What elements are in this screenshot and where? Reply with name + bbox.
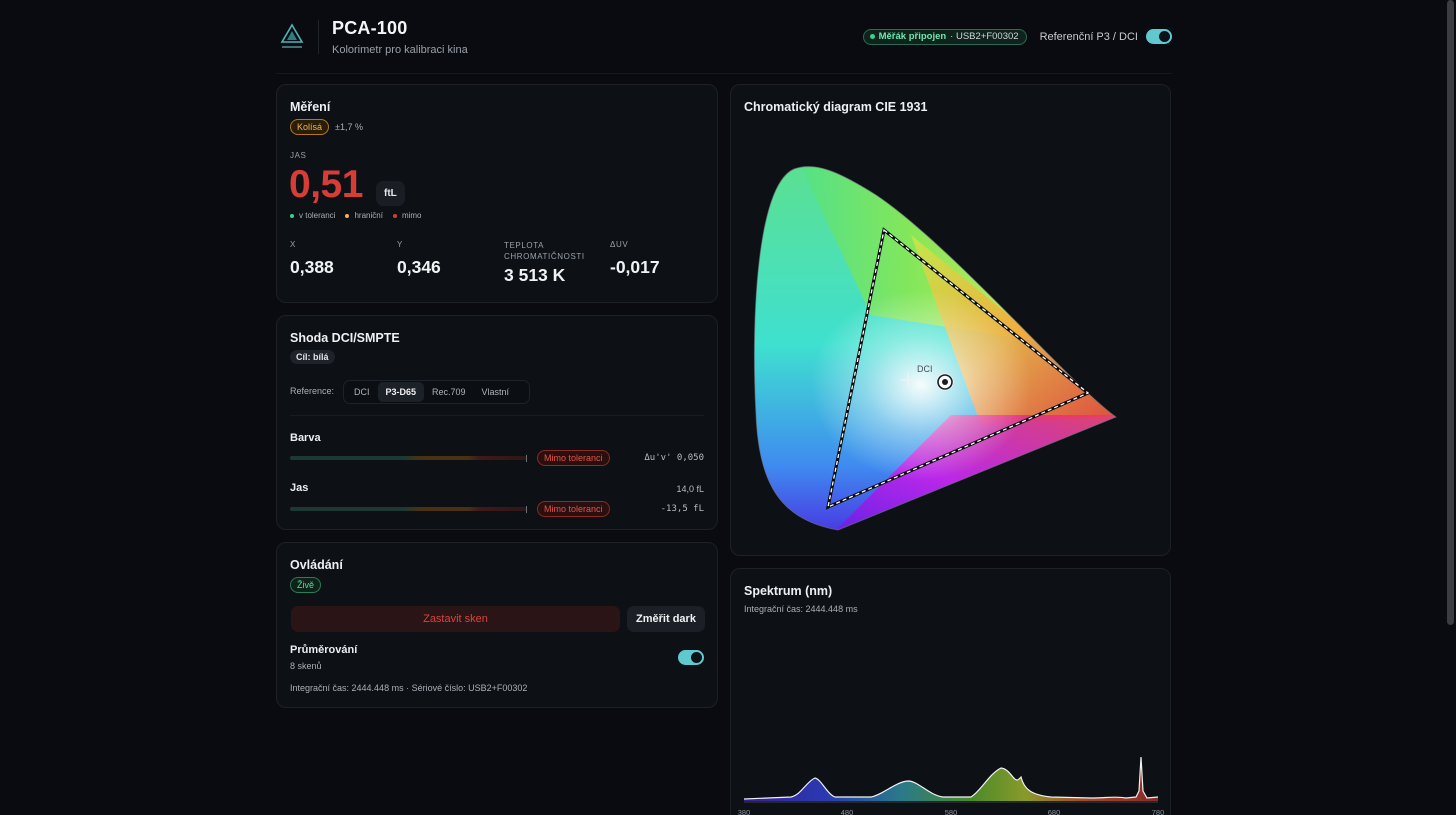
controls-card: Ovládání Živě Zastavit sken Změřit dark … xyxy=(276,542,718,708)
metric-x-label: X xyxy=(290,240,296,249)
reference-segmented-control: DCI P3-D65 Rec.709 Vlastní xyxy=(343,380,530,404)
metric-y-label: Y xyxy=(397,240,403,249)
metric-x-value: 0,388 xyxy=(290,257,334,277)
color-delta-value: Δu'v' 0,050 xyxy=(644,453,704,463)
app-title: PCA-100 xyxy=(332,17,408,38)
stop-scan-button[interactable]: Zastavit sken xyxy=(291,606,620,632)
target-badge: Cíl: bílá xyxy=(290,350,335,364)
metric-cct-value: 3 513 K xyxy=(504,265,566,285)
cie-gamut-fill xyxy=(754,166,1117,531)
metric-duv-value: -0,017 xyxy=(610,257,660,277)
x-tick-580: 580 xyxy=(945,808,958,815)
metric-cct: TEPLOTA CHROMATIČNOSTI 3 513 K xyxy=(504,240,600,286)
reference-toggle-label: Referenční P3 / DCI xyxy=(1039,30,1138,43)
measurement-card: Měření Kolísá ±1,7 % JAS 0,51 ftL v tole… xyxy=(276,84,718,303)
averaging-label: Průměrování xyxy=(290,644,358,656)
legend-ok-label: v toleranci xyxy=(299,211,336,220)
toggle-knob xyxy=(1159,31,1170,42)
color-tolerance-bar xyxy=(290,456,527,460)
legend-ok-dot-icon xyxy=(290,213,294,218)
connection-status: Měřák připojen xyxy=(878,31,947,42)
legend-border-label: hraniční xyxy=(354,211,383,220)
x-tick-680: 680 xyxy=(1048,808,1061,815)
x-tick-780: 780 xyxy=(1152,808,1165,815)
reference-label: Reference: xyxy=(290,386,335,396)
legend-ok: v toleranci xyxy=(290,211,335,220)
x-tick-380: 380 xyxy=(738,808,751,815)
spectrum-integration: Integrační čas: 2444.448 ms xyxy=(744,604,858,614)
reference-toggle[interactable] xyxy=(1146,29,1172,44)
legend-out: mimo xyxy=(392,211,422,220)
legend-border: hraniční xyxy=(345,211,383,220)
stability-value: ±1,7 % xyxy=(335,122,363,132)
app-subtitle: Kolorimetr pro kalibraci kina xyxy=(332,43,468,56)
app-header: PCA-100 Kolorimetr pro kalibraci kina Mě… xyxy=(276,0,1172,74)
device-info-footer: Integrační čas: 2444.448 ms · Sériové čí… xyxy=(290,683,528,693)
stability-row: Kolísá ±1,7 % xyxy=(290,119,363,135)
measured-point-icon xyxy=(936,373,954,391)
spectrum-line xyxy=(743,756,1159,800)
x-tick-480: 480 xyxy=(841,808,854,815)
stability-badge: Kolísá xyxy=(290,119,330,135)
reference-option-rec709[interactable]: Rec.709 xyxy=(432,387,466,397)
jas-value: 0,51 xyxy=(289,163,363,206)
spectral-locus-outline xyxy=(753,166,1118,531)
controls-title: Ovládání xyxy=(290,558,343,572)
measurement-title: Měření xyxy=(290,100,331,114)
dci-target-label: DCI xyxy=(917,364,933,374)
connection-serial: · USB2+F00302 xyxy=(950,31,1019,42)
jas-unit: ftL xyxy=(376,181,405,206)
compliance-card: Shoda DCI/SMPTE Cíl: bílá Reference: DCI… xyxy=(276,315,718,530)
compliance-title: Shoda DCI/SMPTE xyxy=(290,331,400,345)
measure-dark-button[interactable]: Změřit dark xyxy=(627,606,705,632)
white-point-crosshair-icon xyxy=(901,373,915,387)
luminance-row-label: Jas xyxy=(290,482,309,494)
metric-duv: ΔUV -0,017 xyxy=(610,240,660,278)
tolerance-legend: v toleranci hraniční mimo xyxy=(290,211,422,220)
spectrum-chart: 380 480 580 680 780 xyxy=(738,756,1165,815)
color-row-label: Barva xyxy=(290,432,321,444)
metric-y: Y 0,346 xyxy=(397,240,441,278)
spectrum-card: Spektrum (nm) Integrační čas: 2444.448 m… xyxy=(730,568,1171,815)
status-dot-icon xyxy=(869,34,875,39)
reference-option-p3-d65[interactable]: P3-D65 xyxy=(377,382,425,402)
luminance-tolerance-bar xyxy=(290,507,527,511)
brand-logo-icon xyxy=(280,22,304,48)
page-scrollbar[interactable] xyxy=(1447,0,1454,625)
cie-diagram-card: Chromatický diagram CIE 1931 xyxy=(730,84,1171,556)
reference-option-custom[interactable]: Vlastní xyxy=(481,387,510,397)
p3-gamut-triangle xyxy=(827,228,1090,509)
metric-cct-label: TEPLOTA CHROMATIČNOSTI xyxy=(504,241,585,261)
metric-y-value: 0,346 xyxy=(397,257,441,277)
averaging-toggle[interactable] xyxy=(678,650,704,665)
luminance-tolerance-marker xyxy=(526,506,527,513)
color-tolerance-marker xyxy=(526,455,527,462)
legend-out-label: mimo xyxy=(401,211,422,220)
metric-x: X 0,388 xyxy=(290,240,334,278)
spectrum-title: Spektrum (nm) xyxy=(744,584,833,598)
metric-duv-label: ΔUV xyxy=(610,240,629,249)
averaging-count: 8 skenů xyxy=(290,661,322,671)
connection-badge: Měřák připojen · USB2+F00302 xyxy=(862,28,1027,45)
cie-title: Chromatický diagram CIE 1931 xyxy=(744,100,928,114)
luminance-target: 14,0 fL xyxy=(676,484,704,494)
toggle-knob xyxy=(691,652,702,663)
legend-border-dot-icon xyxy=(345,213,350,218)
color-status-badge: Mimo toleranci xyxy=(537,450,610,466)
cie-diagram: DCI xyxy=(753,166,1118,531)
reference-option-dci[interactable]: DCI xyxy=(354,387,370,397)
title-block: PCA-100 Kolorimetr pro kalibraci kina xyxy=(332,18,468,56)
live-badge: Živě xyxy=(290,577,322,593)
luminance-delta-value: -13,5 fL xyxy=(660,504,704,514)
header-divider xyxy=(318,19,319,54)
luminance-status-badge: Mimo toleranci xyxy=(537,501,610,517)
legend-out-dot-icon xyxy=(392,213,397,218)
spectrum-area xyxy=(744,757,1158,801)
jas-label: JAS xyxy=(290,151,307,160)
compliance-divider xyxy=(290,415,704,416)
header-actions: Měřák připojen · USB2+F00302 Referenční … xyxy=(862,28,1172,45)
